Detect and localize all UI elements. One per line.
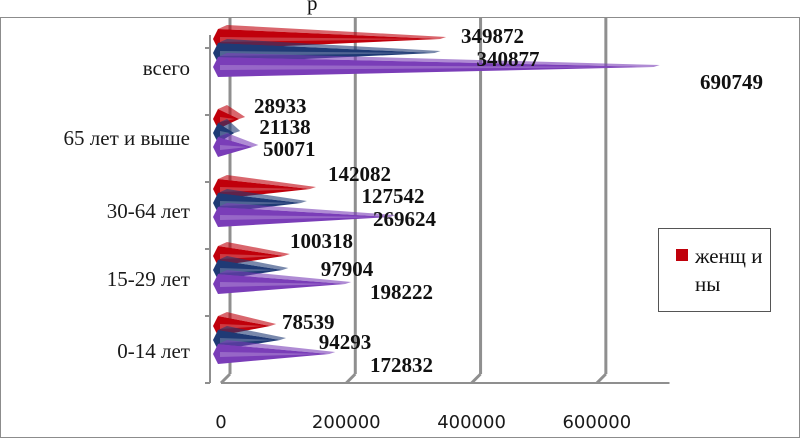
bar-30-64-лет-series-2-highlight	[220, 215, 386, 220]
bar-30-64-лет-series-0-top-face	[218, 175, 317, 189]
bar-65-лет-и-выше-series-2	[213, 133, 259, 157]
bar-65-лет-и-выше-series-2-top-face	[218, 133, 259, 147]
bar-65-лет-и-выше-series-2-highlight	[220, 145, 249, 150]
bar-0-14-лет-series-1-top-face	[218, 326, 287, 340]
data-label-0-14-лет-series-0: 78539	[282, 310, 335, 334]
bar-всего-series-1-top-face	[218, 39, 441, 53]
bar-65-лет-и-выше-series-2-face	[213, 137, 253, 157]
gridline-floor-2	[470, 372, 482, 385]
bar-всего-series-2	[213, 53, 660, 77]
category-label-30-64-лет: 30-64 лет	[107, 199, 190, 223]
category-label-15-29-лет: 15-29 лет	[107, 267, 190, 291]
data-label-всего-series-2: 690749	[700, 70, 763, 94]
bar-всего-series-2-top-face	[218, 53, 660, 67]
data-label-30-64-лет-series-0: 142082	[328, 162, 391, 186]
data-label-15-29-лет-series-1: 97904	[321, 257, 374, 281]
bar-всего-series-0-highlight	[220, 37, 437, 42]
bar-30-64-лет-series-1-top-face	[218, 189, 307, 203]
gridline-floor-0	[219, 372, 232, 385]
x-tick-label-3: 600000	[562, 412, 631, 433]
x-tick-label-1: 200000	[312, 412, 381, 433]
legend-label-women: женщ ины	[695, 244, 763, 296]
data-label-всего-series-1: 340877	[477, 47, 540, 71]
category-label-65-лет-и-выше: 65 лет и выше	[64, 126, 190, 150]
data-label-30-64-лет-series-2: 269624	[373, 207, 437, 231]
bar-15-29-лет-series-2-face	[213, 274, 346, 294]
bar-30-64-лет-series-0-highlight	[220, 187, 307, 192]
bar-всего-series-2-face	[213, 57, 654, 77]
bar-15-29-лет-series-2-highlight	[220, 282, 342, 287]
bar-15-29-лет-series-2-top-face	[218, 270, 352, 284]
bar-65-лет-и-выше-series-1-highlight	[220, 131, 231, 136]
legend: женщ ины	[658, 228, 771, 312]
bar-0-14-лет-series-2	[213, 340, 336, 364]
data-label-30-64-лет-series-1: 127542	[362, 184, 425, 208]
chart-title: р	[307, 0, 318, 15]
data-label-65-лет-и-выше-series-0: 28933	[254, 94, 307, 118]
bar-0-14-лет-series-2-top-face	[218, 340, 336, 354]
gridline-floor-3	[595, 372, 607, 385]
category-label-всего: всего	[143, 56, 190, 80]
data-label-15-29-лет-series-2: 198222	[370, 280, 433, 304]
bar-всего-series-2-highlight	[220, 65, 650, 70]
data-label-15-29-лет-series-0: 100318	[290, 229, 353, 253]
bar-0-14-лет-series-2-face	[213, 344, 330, 364]
x-tick-label-2: 400000	[437, 412, 506, 433]
bar-0-14-лет-series-0-top-face	[218, 312, 277, 326]
data-label-0-14-лет-series-1: 94293	[319, 330, 372, 354]
bar-15-29-лет-series-1-top-face	[218, 256, 289, 270]
gridline-floor-1	[345, 372, 357, 385]
bar-15-29-лет-series-2	[213, 270, 352, 294]
legend-swatch-women	[676, 249, 688, 261]
data-label-всего-series-0: 349872	[461, 24, 524, 48]
data-label-65-лет-и-выше-series-2: 50071	[263, 137, 316, 161]
bar-30-64-лет-series-2	[213, 203, 396, 227]
bar-30-64-лет-series-2-face	[213, 207, 390, 227]
bar-65-лет-и-выше-series-1-top-face	[218, 119, 241, 133]
bar-15-29-лет-series-0-top-face	[218, 242, 290, 256]
category-label-0-14-лет: 0-14 лет	[117, 339, 190, 363]
bar-0-14-лет-series-2-highlight	[220, 352, 326, 357]
data-label-65-лет-и-выше-series-1: 21138	[259, 115, 310, 139]
bar-30-64-лет-series-2-top-face	[218, 203, 396, 217]
data-label-0-14-лет-series-2: 172832	[370, 353, 433, 377]
bar-65-лет-и-выше-series-0-top-face	[218, 105, 246, 119]
bar-всего-series-0-top-face	[218, 25, 447, 39]
x-tick-label-0: 0	[215, 412, 226, 433]
